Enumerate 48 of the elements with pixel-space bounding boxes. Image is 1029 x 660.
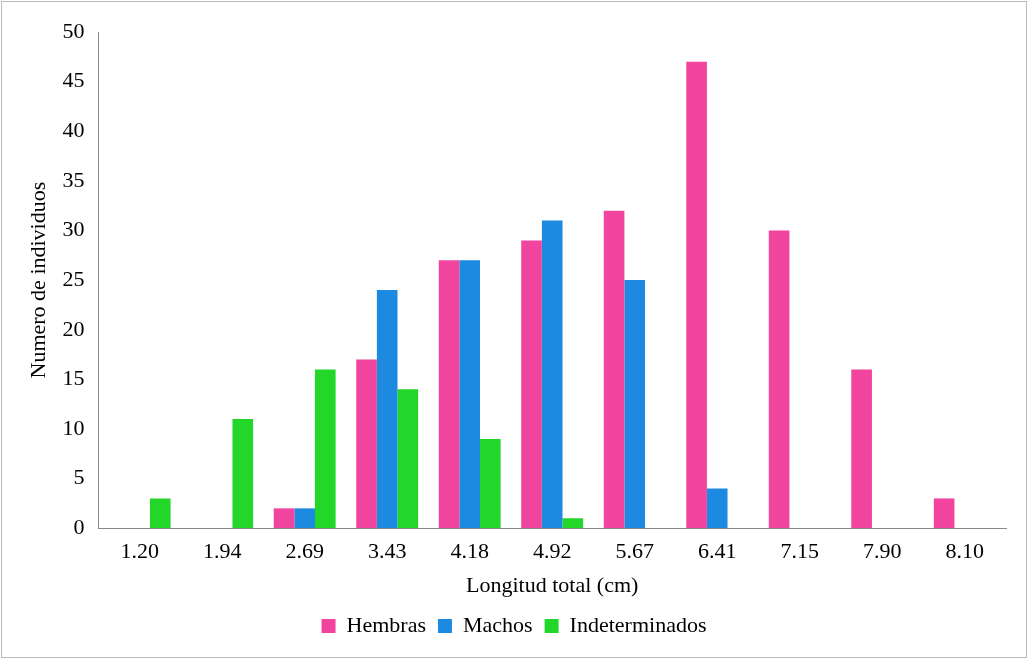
bar	[521, 240, 542, 529]
bar	[459, 260, 481, 529]
x-tick-label: 8.10	[945, 538, 984, 564]
x-tick-label: 7.15	[780, 538, 819, 564]
bar	[624, 280, 646, 529]
bar	[376, 290, 398, 529]
bar	[541, 220, 563, 529]
y-tick-label: 50	[62, 17, 85, 43]
bar	[562, 518, 584, 529]
x-tick-label: 4.18	[450, 538, 489, 564]
bar	[149, 498, 171, 529]
y-tick-label: 5	[73, 464, 85, 490]
bar	[851, 369, 872, 529]
bar	[768, 230, 790, 529]
y-tick-label: 30	[62, 216, 85, 242]
x-tick-label: 2.69	[285, 538, 324, 564]
bar	[438, 260, 460, 529]
bar	[232, 419, 254, 529]
legend-label: Hembras	[346, 611, 426, 637]
x-tick-label: 7.90	[862, 538, 902, 564]
y-axis-title: Numero de individuos	[24, 181, 50, 379]
x-tick-label: 1.20	[120, 538, 159, 564]
x-tick-label: 5.67	[615, 538, 654, 564]
legend-label: Machos	[462, 611, 533, 637]
bar	[480, 438, 501, 529]
bar	[294, 508, 315, 529]
y-tick-label: 45	[62, 67, 85, 93]
y-tick-label: 40	[62, 117, 85, 143]
bar	[686, 61, 707, 529]
bar	[356, 359, 377, 529]
x-tick-label: 3.43	[367, 538, 407, 564]
y-tick-label: 35	[62, 166, 85, 192]
bar	[603, 210, 625, 529]
bar	[314, 369, 336, 529]
y-tick-label: 10	[62, 414, 85, 440]
x-axis-title: Longitud total (cm)	[466, 571, 639, 597]
y-tick-label: 0	[73, 513, 85, 539]
y-tick-label: 25	[62, 265, 85, 291]
x-tick-label: 1.94	[202, 538, 242, 564]
bar	[273, 508, 295, 529]
bar	[397, 389, 419, 529]
legend-label: Indeterminados	[569, 611, 707, 637]
bar	[706, 488, 728, 529]
bar	[933, 498, 955, 529]
y-tick-label: 20	[62, 315, 85, 341]
x-tick-label: 6.41	[697, 538, 737, 564]
x-tick-label: 4.92	[532, 538, 572, 564]
y-tick-label: 15	[62, 365, 85, 391]
